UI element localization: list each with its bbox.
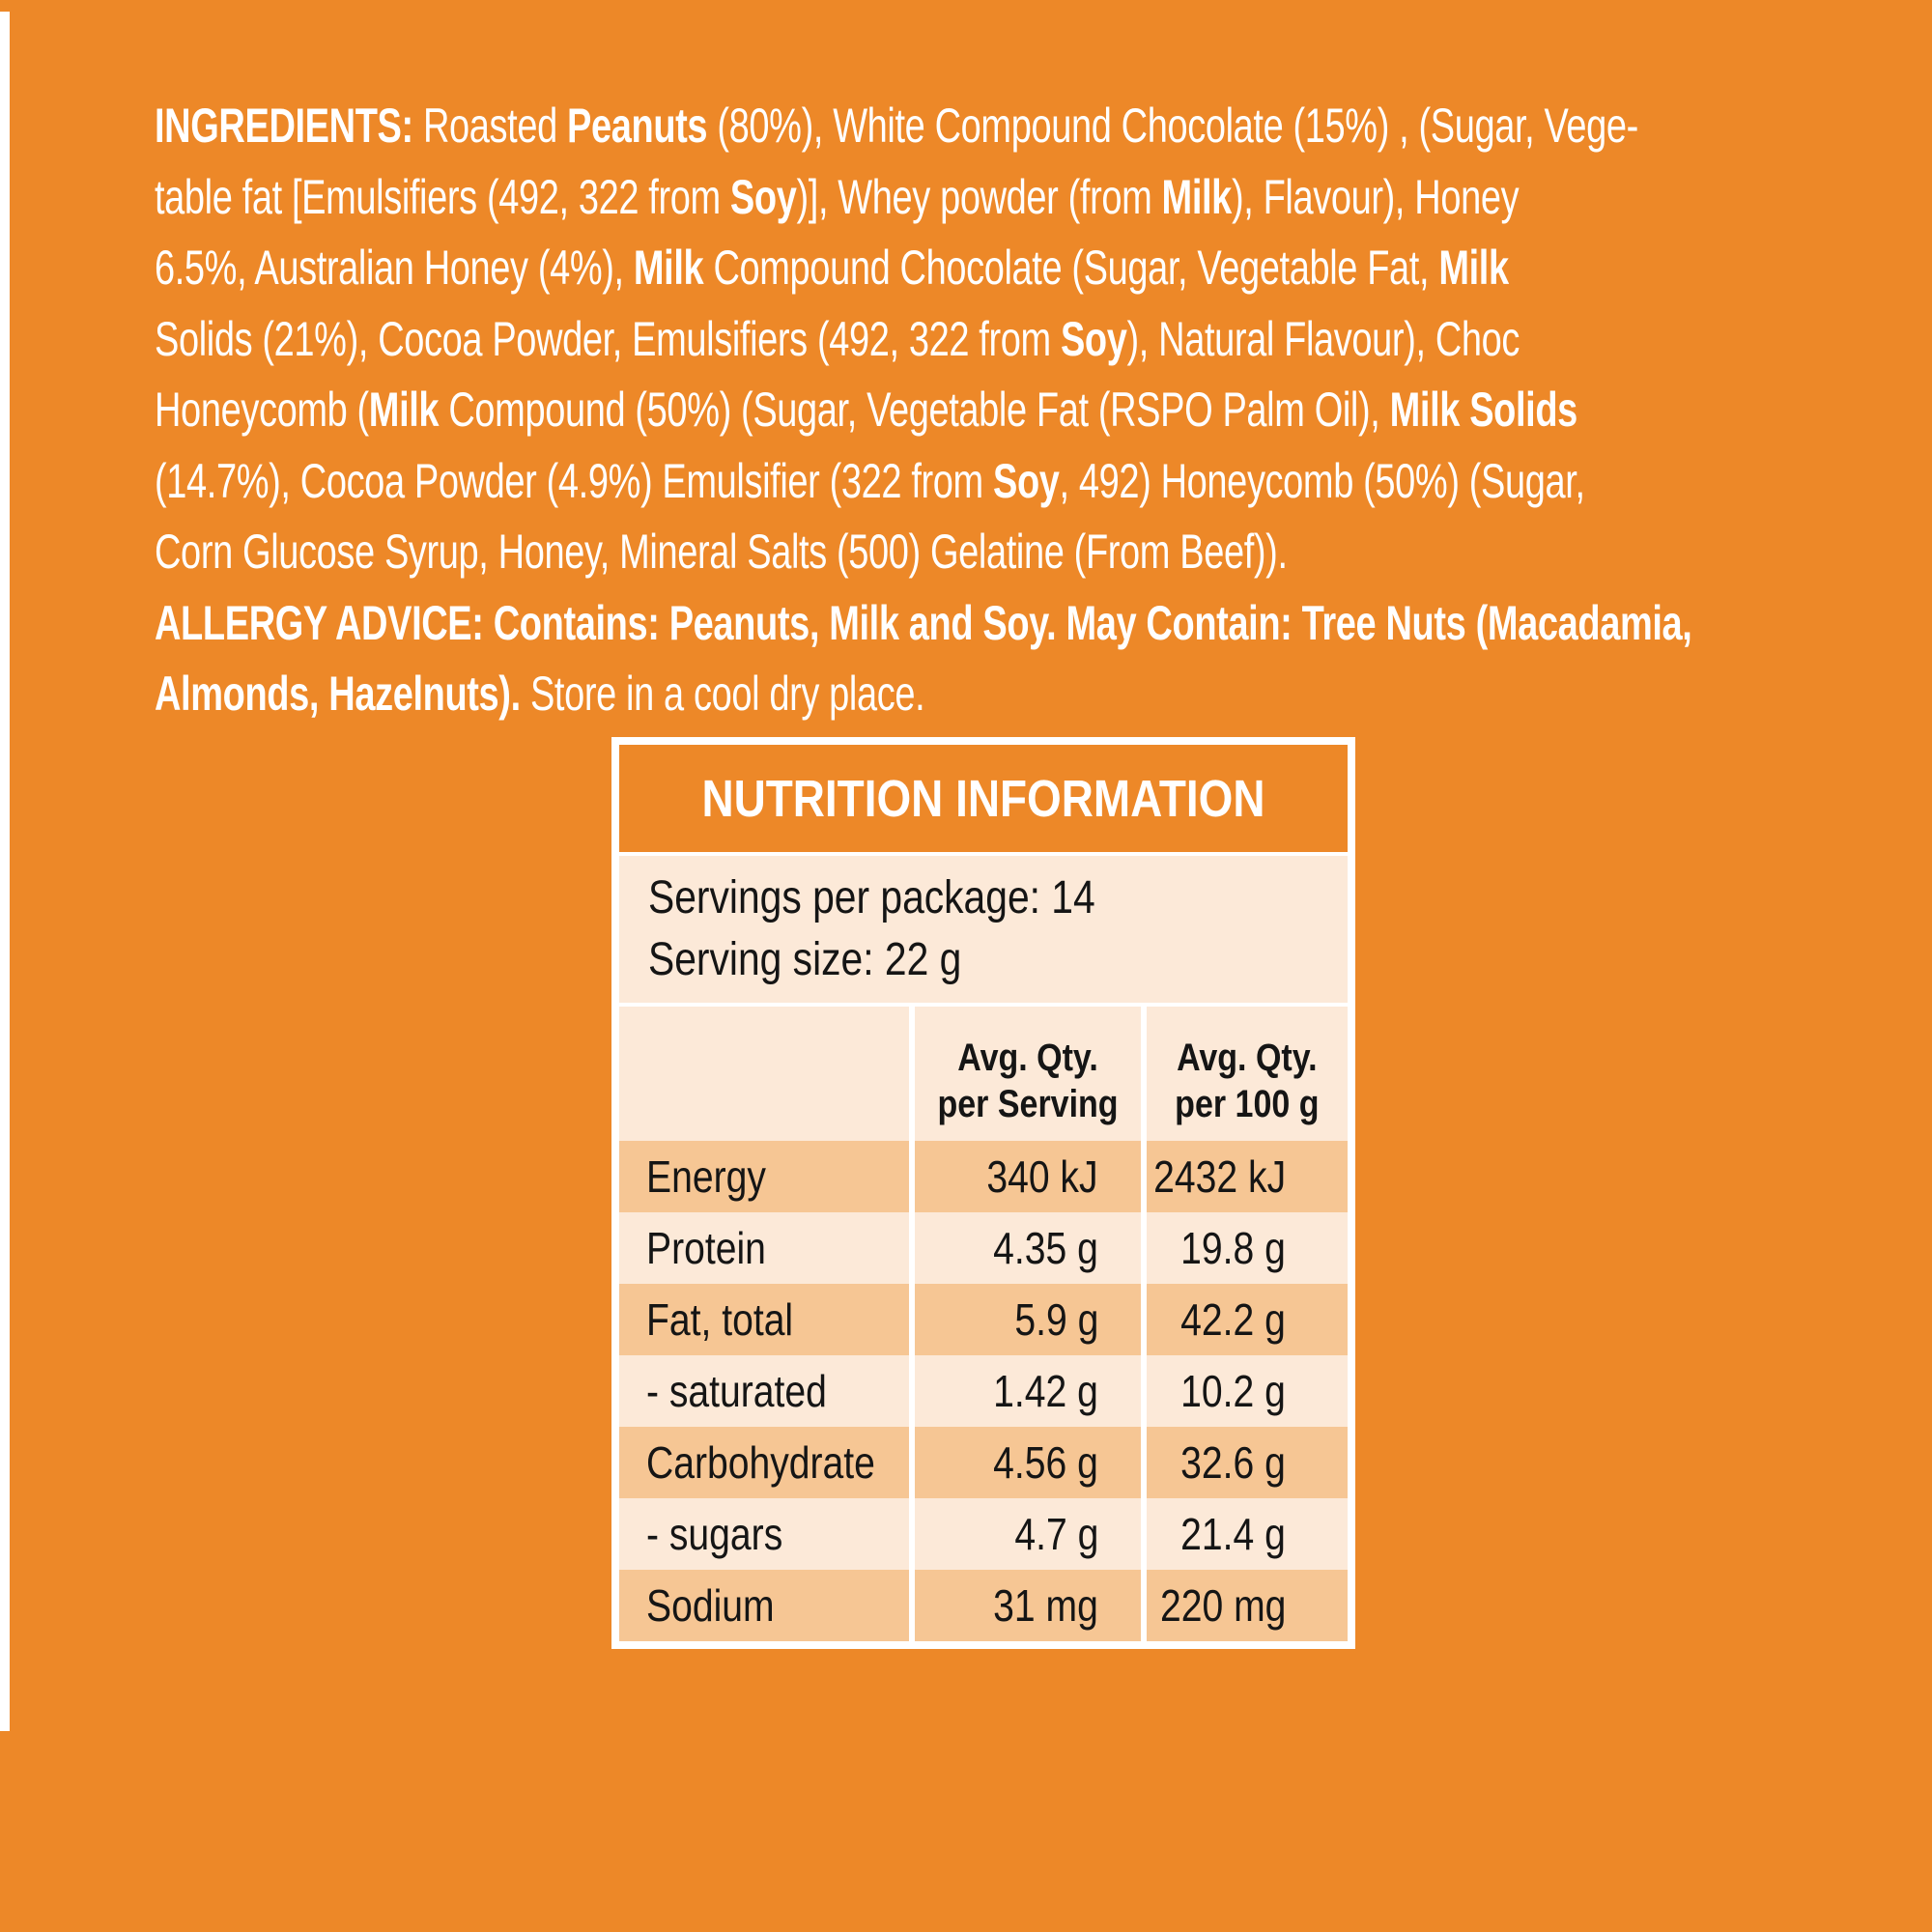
nutrient-label: - saturated: [619, 1355, 909, 1427]
col-header-line: per 100 g: [1175, 1083, 1320, 1125]
per-100g-value: 32.6 g: [1147, 1427, 1348, 1498]
ingredients-line: (14.7%), Cocoa Powder (4.9%) Emulsifier …: [155, 453, 1585, 508]
per-100g-value: 2432 kJ: [1147, 1141, 1348, 1212]
nutrition-grid: Avg. Qty. per Serving Avg. Qty. per 100 …: [619, 1007, 1348, 1641]
page-edge-strip: [0, 12, 10, 1731]
per-100g-value: 21.4 g: [1147, 1498, 1348, 1570]
nutrient-label: Fat, total: [619, 1284, 909, 1355]
nutrient-label: - sugars: [619, 1498, 909, 1570]
col-header-per-100g: Avg. Qty. per 100 g: [1147, 1007, 1348, 1141]
per-100g-value: 10.2 g: [1147, 1355, 1348, 1427]
ingredients-line: Corn Glucose Syrup, Honey, Mineral Salts…: [155, 525, 1288, 579]
nutrition-table-title-text: NUTRITION INFORMATION: [701, 769, 1265, 828]
ingredients-line: 6.5%, Australian Honey (4%), Milk Compou…: [155, 241, 1509, 295]
nutrient-label: Carbohydrate: [619, 1427, 909, 1498]
servings-info: Servings per package: 14 Serving size: 2…: [619, 856, 1348, 1003]
nutrient-label: Energy: [619, 1141, 909, 1212]
corner-cell: [619, 1007, 909, 1141]
per-serving-value: 4.35 g: [915, 1212, 1141, 1284]
per-serving-value: 340 kJ: [915, 1141, 1141, 1212]
col-header-line: per Serving: [937, 1083, 1119, 1125]
ingredients-line: Almonds, Hazelnuts). Store in a cool dry…: [155, 667, 925, 721]
per-serving-value: 4.56 g: [915, 1427, 1141, 1498]
per-100g-value: 220 mg: [1147, 1570, 1348, 1641]
per-serving-value: 5.9 g: [915, 1284, 1141, 1355]
col-header-line: Avg. Qty.: [957, 1037, 1098, 1079]
per-100g-value: 42.2 g: [1147, 1284, 1348, 1355]
per-100g-value: 19.8 g: [1147, 1212, 1348, 1284]
per-serving-value: 1.42 g: [915, 1355, 1141, 1427]
col-header-per-serving: Avg. Qty. per Serving: [915, 1007, 1141, 1141]
per-serving-value: 31 mg: [915, 1570, 1141, 1641]
serving-size: Serving size: 22 g: [648, 934, 962, 985]
per-serving-value: 4.7 g: [915, 1498, 1141, 1570]
ingredients-line: INGREDIENTS: Roasted Peanuts (80%), Whit…: [155, 99, 1638, 153]
nutrition-table-title: NUTRITION INFORMATION: [619, 745, 1348, 852]
ingredients-text: INGREDIENTS: Roasted Peanuts (80%), Whit…: [155, 91, 1692, 730]
nutrition-table: NUTRITION INFORMATION Servings per packa…: [611, 737, 1355, 1649]
ingredients-line: table fat [Emulsifiers (492, 322 from So…: [155, 169, 1520, 224]
ingredients-line: ALLERGY ADVICE: Contains: Peanuts, Milk …: [155, 595, 1692, 650]
col-header-line: Avg. Qty.: [1177, 1037, 1318, 1079]
nutrient-label: Protein: [619, 1212, 909, 1284]
ingredients-line: Solids (21%), Cocoa Powder, Emulsifiers …: [155, 311, 1520, 366]
nutrient-label: Sodium: [619, 1570, 909, 1641]
ingredients-line: Honeycomb (Milk Compound (50%) (Sugar, V…: [155, 383, 1577, 437]
servings-per-package: Servings per package: 14: [648, 872, 1095, 923]
